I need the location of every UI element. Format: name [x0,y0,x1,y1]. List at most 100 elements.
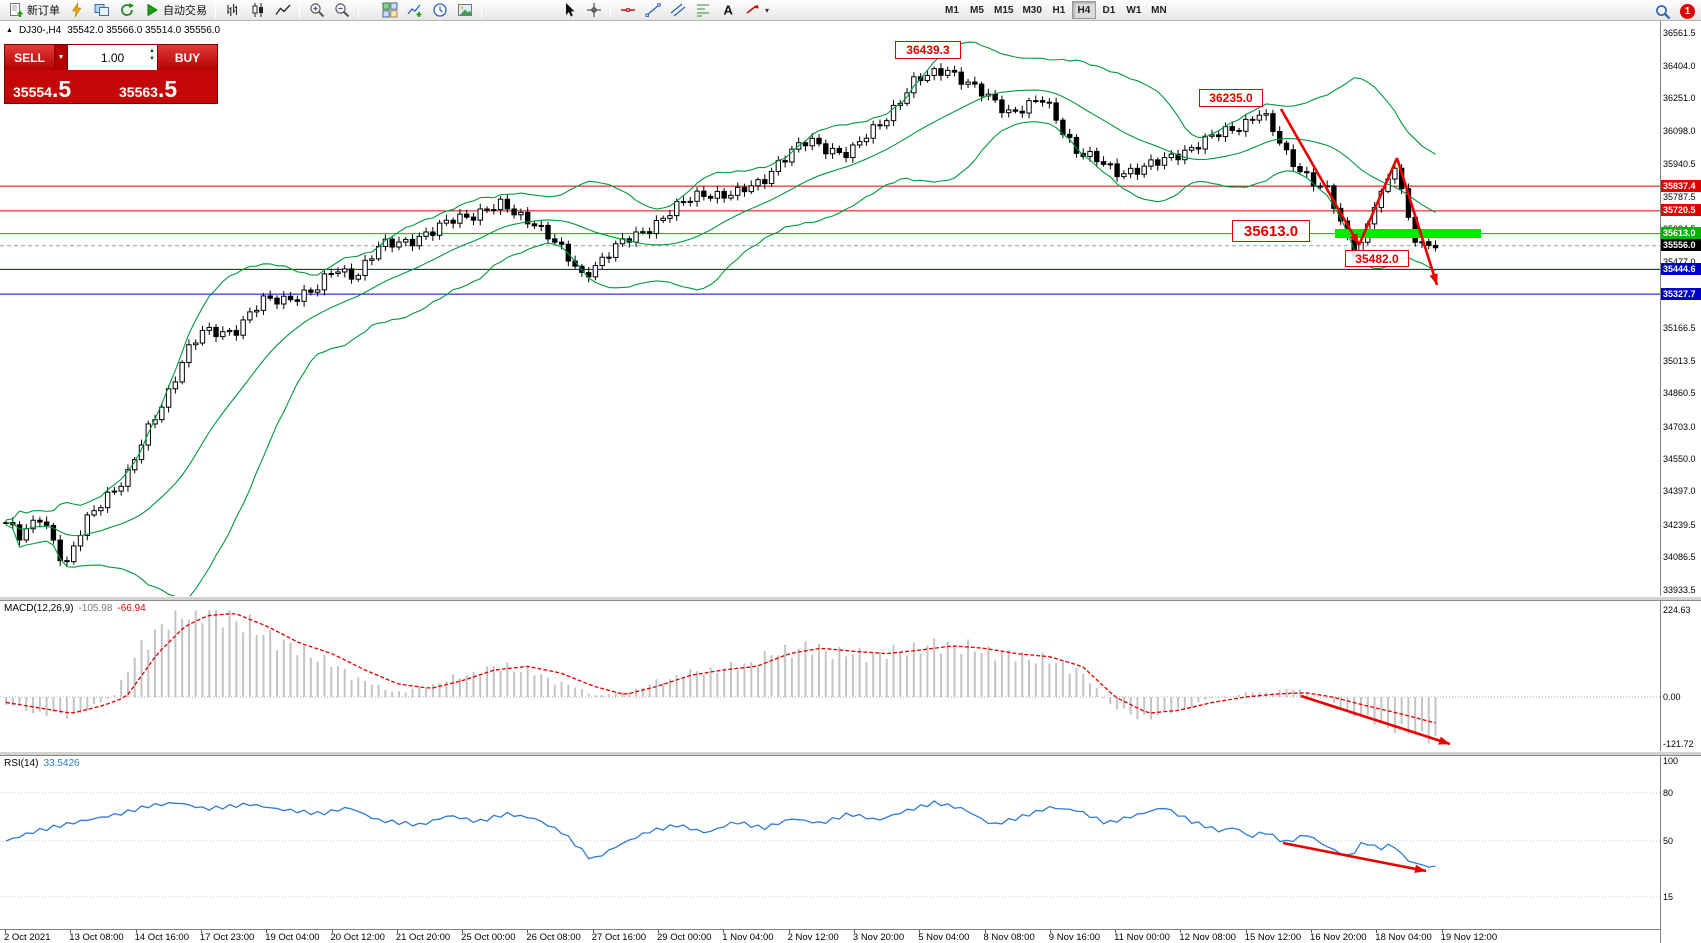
market-watch-button[interactable] [64,1,89,20]
period-icon [431,2,448,19]
price-scale-label: 33933.5 [1663,584,1696,595]
rsi-scale-label: 50 [1663,836,1674,846]
arrows-tool-button[interactable]: ▾ [740,1,773,20]
toolbar-left: 新订单 自动交易 A ▾ [3,0,773,20]
time-tick [658,930,659,933]
time-axis-label: 18 Nov 04:00 [1375,932,1432,943]
order-type-dropdown[interactable]: ▼ [55,45,68,70]
timeframe-m1-button[interactable]: M1 [945,4,959,16]
notification-badge[interactable]: 1 [1680,4,1695,19]
price-scale-label: 35940.5 [1663,159,1696,170]
price-axis[interactable] [1660,21,1701,943]
refresh-icon [118,2,135,19]
refresh-button[interactable] [114,1,139,20]
trendline-button[interactable] [640,1,665,20]
trendline-icon [644,2,661,19]
price-scale-label: 35477.0 [1663,257,1696,267]
time-axis-label: 20 Oct 12:00 [330,932,385,943]
time-axis-label: 2 Nov 12:00 [787,932,839,943]
dropdown-caret-icon: ▾ [765,5,770,15]
timeframe-w1-button[interactable]: W1 [1126,4,1142,16]
toolbar-separator [481,2,482,18]
macd-panel[interactable] [0,601,1660,751]
timeframe-m30-button[interactable]: M30 [1022,4,1042,16]
cursor-button[interactable] [556,1,581,20]
timeframe-h1-button[interactable]: H1 [1052,4,1066,16]
time-tick [5,930,6,933]
panel-separator[interactable] [0,751,1701,756]
time-axis-label: 2 Oct 2021 [4,932,51,943]
pointer [556,0,606,20]
crosshair-button[interactable] [581,1,606,20]
indicators-button[interactable] [402,1,427,20]
toolbar-separator [610,2,611,18]
time-tick [592,930,594,933]
collapse-icon[interactable]: ▲ [6,27,13,34]
sell-button[interactable]: SELL [5,45,55,70]
timeframe-h4-button[interactable]: H4 [1071,1,1096,19]
data-window-button[interactable] [89,1,114,20]
time-axis-label: 21 Oct 20:00 [395,932,451,943]
new-order-button[interactable]: 新订单 [3,1,64,20]
timeframe-m15-button[interactable]: M15 [994,4,1014,16]
search-icon [1654,3,1671,20]
zoom-in-button[interactable] [304,1,329,20]
sell-price[interactable]: 35554.5 [13,76,72,103]
text-tool-button[interactable]: A [715,1,740,20]
timeframe-d1-button[interactable]: D1 [1102,4,1116,16]
fibonacci-button[interactable] [690,1,715,20]
lot-size-input[interactable]: 1.00 ▲ ▼ [68,45,157,70]
chart-type-group [220,0,295,20]
lot-increase-button[interactable]: ▲ [149,48,155,54]
price-annotation[interactable]: 36439.3 [895,41,961,59]
timeframe-mn-button[interactable]: MN [1151,4,1167,16]
symbol-info: ▲ DJ30-,H4 35542.0 35566.0 35514.0 35556… [6,25,220,36]
candlestick-chart-button[interactable] [245,1,270,20]
search-button[interactable] [1650,2,1675,21]
time-axis-label: 8 Nov 08:00 [983,932,1035,943]
time-axis[interactable]: 2 Oct 2021 13 Oct 08:00 14 Oct 16:00 17 Oct… [0,929,1660,943]
buy-button[interactable]: BUY [157,45,217,70]
candlestick-chart-icon [249,2,266,19]
timeframe-m5-button[interactable]: M5 [970,4,984,16]
price-scale-label: 34239.5 [1663,519,1696,530]
price-tag: 35613.0 [1661,227,1701,240]
time-tick [723,930,725,933]
tile-windows-button[interactable] [377,1,402,20]
rsi-scale-label: 80 [1663,788,1674,798]
price-annotation[interactable]: 35482.0 [1345,250,1409,267]
price-scale-label: 35166.5 [1663,323,1696,334]
rsi-panel[interactable] [0,756,1660,929]
macd-value: -105.98 [78,603,113,614]
template-button[interactable] [452,1,477,20]
bar-chart-button[interactable] [220,1,245,20]
channel-button[interactable] [665,1,690,20]
time-axis-label: 5 Nov 04:00 [918,932,970,943]
drawing-group: A ▾ [615,0,773,20]
price-scale-label: 35013.5 [1663,355,1696,366]
auto-trading-button[interactable]: 自动交易 [139,1,211,20]
fibonacci-icon [694,2,711,19]
line-chart-button[interactable] [270,1,295,20]
time-tick [200,930,202,933]
main-chart-area[interactable] [0,21,1660,596]
price-scale-label: 34860.5 [1663,388,1696,399]
time-tick [1049,930,1051,933]
rsi-indicator-label: RSI(14) 33.5426 [4,758,80,769]
panel-separator[interactable] [0,596,1701,601]
price-annotation[interactable]: 35613.0 [1232,220,1310,242]
time-tick [70,930,72,933]
toolbar-separator [215,2,216,18]
lot-decrease-button[interactable]: ▼ [149,56,155,63]
time-tick [1376,930,1378,933]
buy-price[interactable]: 35563.5 [119,76,178,103]
horizontal-line-button[interactable] [615,1,640,20]
time-axis-label: 9 Nov 16:00 [1048,932,1101,943]
zoom-out-button[interactable] [329,1,354,20]
price-scale-label: 36098.0 [1663,125,1696,136]
macd-scale-label: 0.00 [1663,692,1681,702]
time-tick [331,930,333,933]
period-button[interactable] [427,1,452,20]
price-annotation[interactable]: 36235.0 [1199,89,1263,107]
